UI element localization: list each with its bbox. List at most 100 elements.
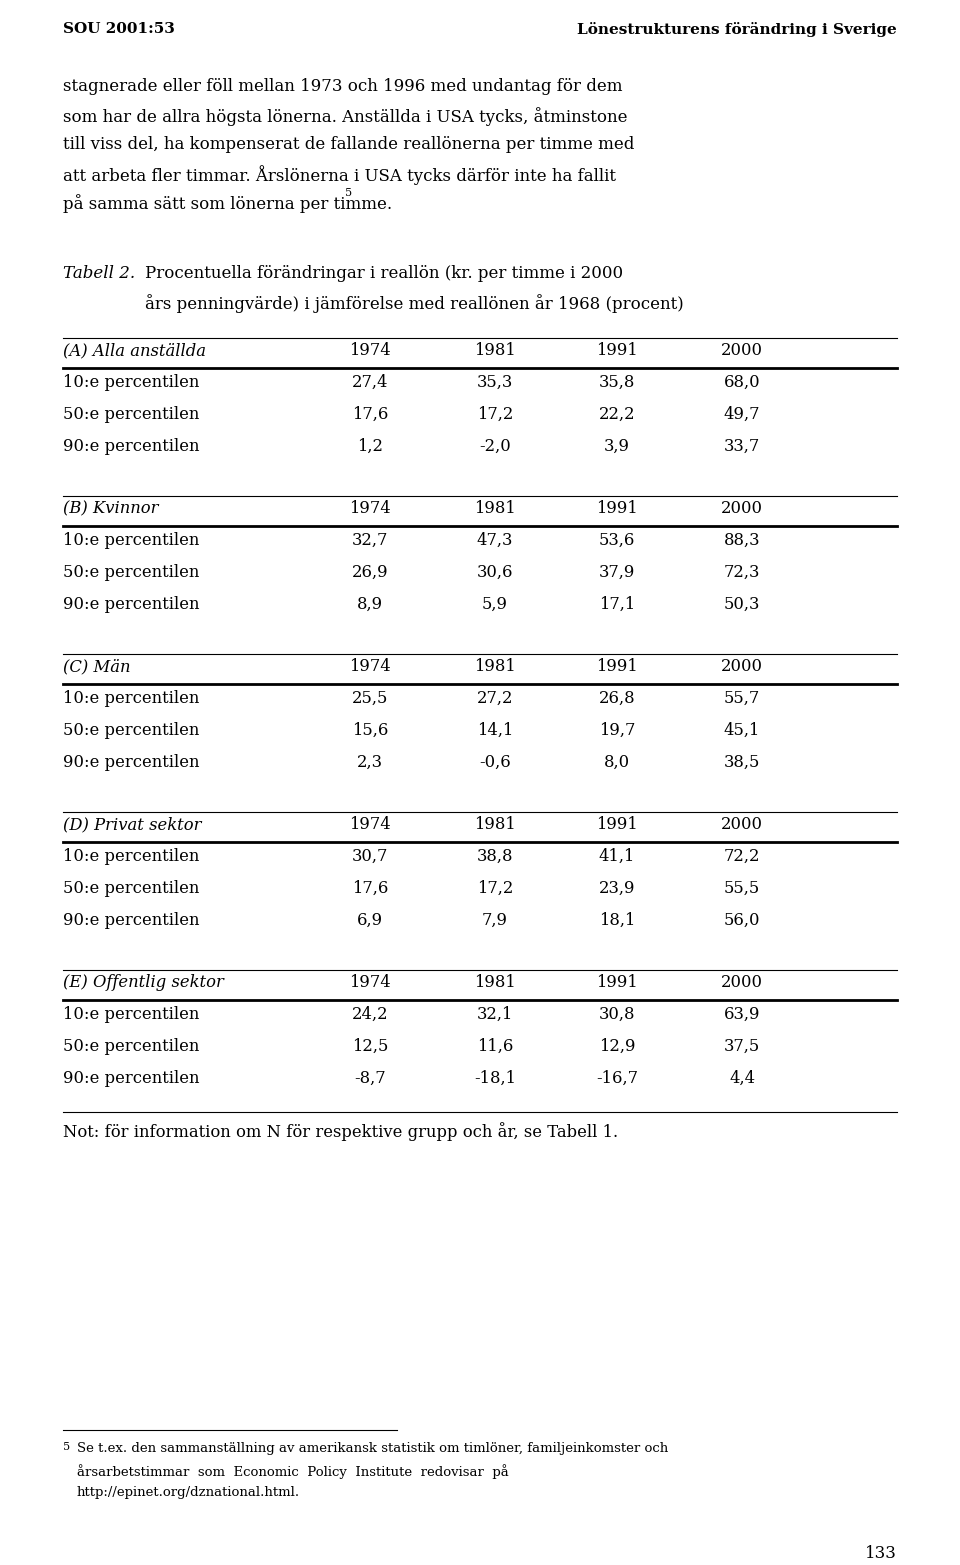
Text: 68,0: 68,0 — [724, 374, 760, 391]
Text: Procentuella förändringar i reallön (kr. per timme i 2000: Procentuella förändringar i reallön (kr.… — [145, 264, 623, 282]
Text: 1991: 1991 — [596, 657, 637, 675]
Text: som har de allra högsta lönerna. Anställda i USA tycks, åtminstone: som har de allra högsta lönerna. Anställ… — [63, 106, 628, 125]
Text: 1974: 1974 — [349, 657, 391, 675]
Text: 17,6: 17,6 — [351, 405, 388, 423]
Text: 6,9: 6,9 — [357, 912, 383, 930]
Text: -0,6: -0,6 — [479, 754, 511, 772]
Text: 47,3: 47,3 — [477, 532, 514, 549]
Text: 4,4: 4,4 — [729, 1070, 756, 1088]
Text: 1991: 1991 — [596, 815, 637, 833]
Text: Lönestrukturens förändring i Sverige: Lönestrukturens förändring i Sverige — [577, 22, 897, 38]
Text: 50,3: 50,3 — [724, 596, 760, 613]
Text: 8,9: 8,9 — [357, 596, 383, 613]
Text: på samma sätt som lönerna per timme.: på samma sätt som lönerna per timme. — [63, 194, 392, 213]
Text: Se t.ex. den sammanställning av amerikansk statistik om timlöner, familjeinkomst: Se t.ex. den sammanställning av amerikan… — [77, 1441, 668, 1455]
Text: 72,2: 72,2 — [724, 848, 760, 865]
Text: 1981: 1981 — [474, 657, 516, 675]
Text: 55,5: 55,5 — [724, 880, 760, 897]
Text: 50:e percentilen: 50:e percentilen — [63, 880, 200, 897]
Text: -16,7: -16,7 — [596, 1070, 638, 1088]
Text: 17,1: 17,1 — [599, 596, 636, 613]
Text: 27,4: 27,4 — [351, 374, 388, 391]
Text: 53,6: 53,6 — [599, 532, 636, 549]
Text: 27,2: 27,2 — [477, 690, 514, 707]
Text: 90:e percentilen: 90:e percentilen — [63, 596, 200, 613]
Text: 10:e percentilen: 10:e percentilen — [63, 374, 200, 391]
Text: (B) Kvinnor: (B) Kvinnor — [63, 499, 158, 516]
Text: 8,0: 8,0 — [604, 754, 630, 772]
Text: 72,3: 72,3 — [724, 563, 760, 581]
Text: stagnerade eller föll mellan 1973 och 1996 med undantag för dem: stagnerade eller föll mellan 1973 och 19… — [63, 78, 622, 95]
Text: 38,8: 38,8 — [477, 848, 514, 865]
Text: 1981: 1981 — [474, 499, 516, 516]
Text: 1974: 1974 — [349, 815, 391, 833]
Text: 32,1: 32,1 — [477, 1006, 514, 1024]
Text: 23,9: 23,9 — [599, 880, 636, 897]
Text: (D) Privat sektor: (D) Privat sektor — [63, 815, 202, 833]
Text: 37,9: 37,9 — [599, 563, 636, 581]
Text: 22,2: 22,2 — [599, 405, 636, 423]
Text: 2,3: 2,3 — [357, 754, 383, 772]
Text: 1981: 1981 — [474, 815, 516, 833]
Text: års penningvärde) i jämförelse med reallönen år 1968 (procent): års penningvärde) i jämförelse med reall… — [145, 294, 684, 313]
Text: (E) Offentlig sektor: (E) Offentlig sektor — [63, 973, 224, 991]
Text: 1991: 1991 — [596, 499, 637, 516]
Text: 17,2: 17,2 — [477, 880, 514, 897]
Text: 30,7: 30,7 — [351, 848, 388, 865]
Text: 32,7: 32,7 — [351, 532, 388, 549]
Text: 30,6: 30,6 — [477, 563, 514, 581]
Text: 7,9: 7,9 — [482, 912, 508, 930]
Text: 17,6: 17,6 — [351, 880, 388, 897]
Text: 1974: 1974 — [349, 973, 391, 991]
Text: 10:e percentilen: 10:e percentilen — [63, 1006, 200, 1024]
Text: 50:e percentilen: 50:e percentilen — [63, 405, 200, 423]
Text: 90:e percentilen: 90:e percentilen — [63, 1070, 200, 1088]
Text: 55,7: 55,7 — [724, 690, 760, 707]
Text: 1981: 1981 — [474, 973, 516, 991]
Text: 26,9: 26,9 — [351, 563, 388, 581]
Text: 3,9: 3,9 — [604, 438, 630, 455]
Text: 2000: 2000 — [721, 815, 763, 833]
Text: SOU 2001:53: SOU 2001:53 — [63, 22, 175, 36]
Text: årsarbetstimmar  som  Economic  Policy  Institute  redovisar  på: årsarbetstimmar som Economic Policy Inst… — [77, 1463, 509, 1479]
Text: -18,1: -18,1 — [474, 1070, 516, 1088]
Text: -2,0: -2,0 — [479, 438, 511, 455]
Text: 24,2: 24,2 — [351, 1006, 388, 1024]
Text: 50:e percentilen: 50:e percentilen — [63, 563, 200, 581]
Text: 1,2: 1,2 — [357, 438, 383, 455]
Text: till viss del, ha kompenserat de fallande reallönerna per timme med: till viss del, ha kompenserat de falland… — [63, 136, 635, 153]
Text: 26,8: 26,8 — [599, 690, 636, 707]
Text: 5: 5 — [345, 188, 352, 199]
Text: 2000: 2000 — [721, 973, 763, 991]
Text: 1974: 1974 — [349, 343, 391, 358]
Text: 49,7: 49,7 — [724, 405, 760, 423]
Text: (C) Män: (C) Män — [63, 657, 131, 675]
Text: 2000: 2000 — [721, 343, 763, 358]
Text: 17,2: 17,2 — [477, 405, 514, 423]
Text: 50:e percentilen: 50:e percentilen — [63, 721, 200, 739]
Text: 45,1: 45,1 — [724, 721, 760, 739]
Text: 14,1: 14,1 — [477, 721, 514, 739]
Text: 33,7: 33,7 — [724, 438, 760, 455]
Text: 35,8: 35,8 — [599, 374, 636, 391]
Text: 19,7: 19,7 — [599, 721, 636, 739]
Text: 88,3: 88,3 — [724, 532, 760, 549]
Text: 63,9: 63,9 — [724, 1006, 760, 1024]
Text: -8,7: -8,7 — [354, 1070, 386, 1088]
Text: 25,5: 25,5 — [351, 690, 388, 707]
Text: 90:e percentilen: 90:e percentilen — [63, 754, 200, 772]
Text: Not: för information om N för respektive grupp och år, se Tabell 1.: Not: för information om N för respektive… — [63, 1122, 618, 1141]
Text: 5: 5 — [63, 1441, 70, 1452]
Text: 18,1: 18,1 — [599, 912, 636, 930]
Text: 90:e percentilen: 90:e percentilen — [63, 912, 200, 930]
Text: att arbeta fler timmar. Årslönerna i USA tycks därför inte ha fallit: att arbeta fler timmar. Årslönerna i USA… — [63, 164, 616, 185]
Text: 10:e percentilen: 10:e percentilen — [63, 690, 200, 707]
Text: 90:e percentilen: 90:e percentilen — [63, 438, 200, 455]
Text: 1991: 1991 — [596, 973, 637, 991]
Text: Tabell 2.: Tabell 2. — [63, 264, 135, 282]
Text: 35,3: 35,3 — [477, 374, 514, 391]
Text: 11,6: 11,6 — [477, 1038, 514, 1055]
Text: 30,8: 30,8 — [599, 1006, 636, 1024]
Text: 133: 133 — [865, 1545, 897, 1562]
Text: http://epinet.org/dznational.html.: http://epinet.org/dznational.html. — [77, 1487, 300, 1499]
